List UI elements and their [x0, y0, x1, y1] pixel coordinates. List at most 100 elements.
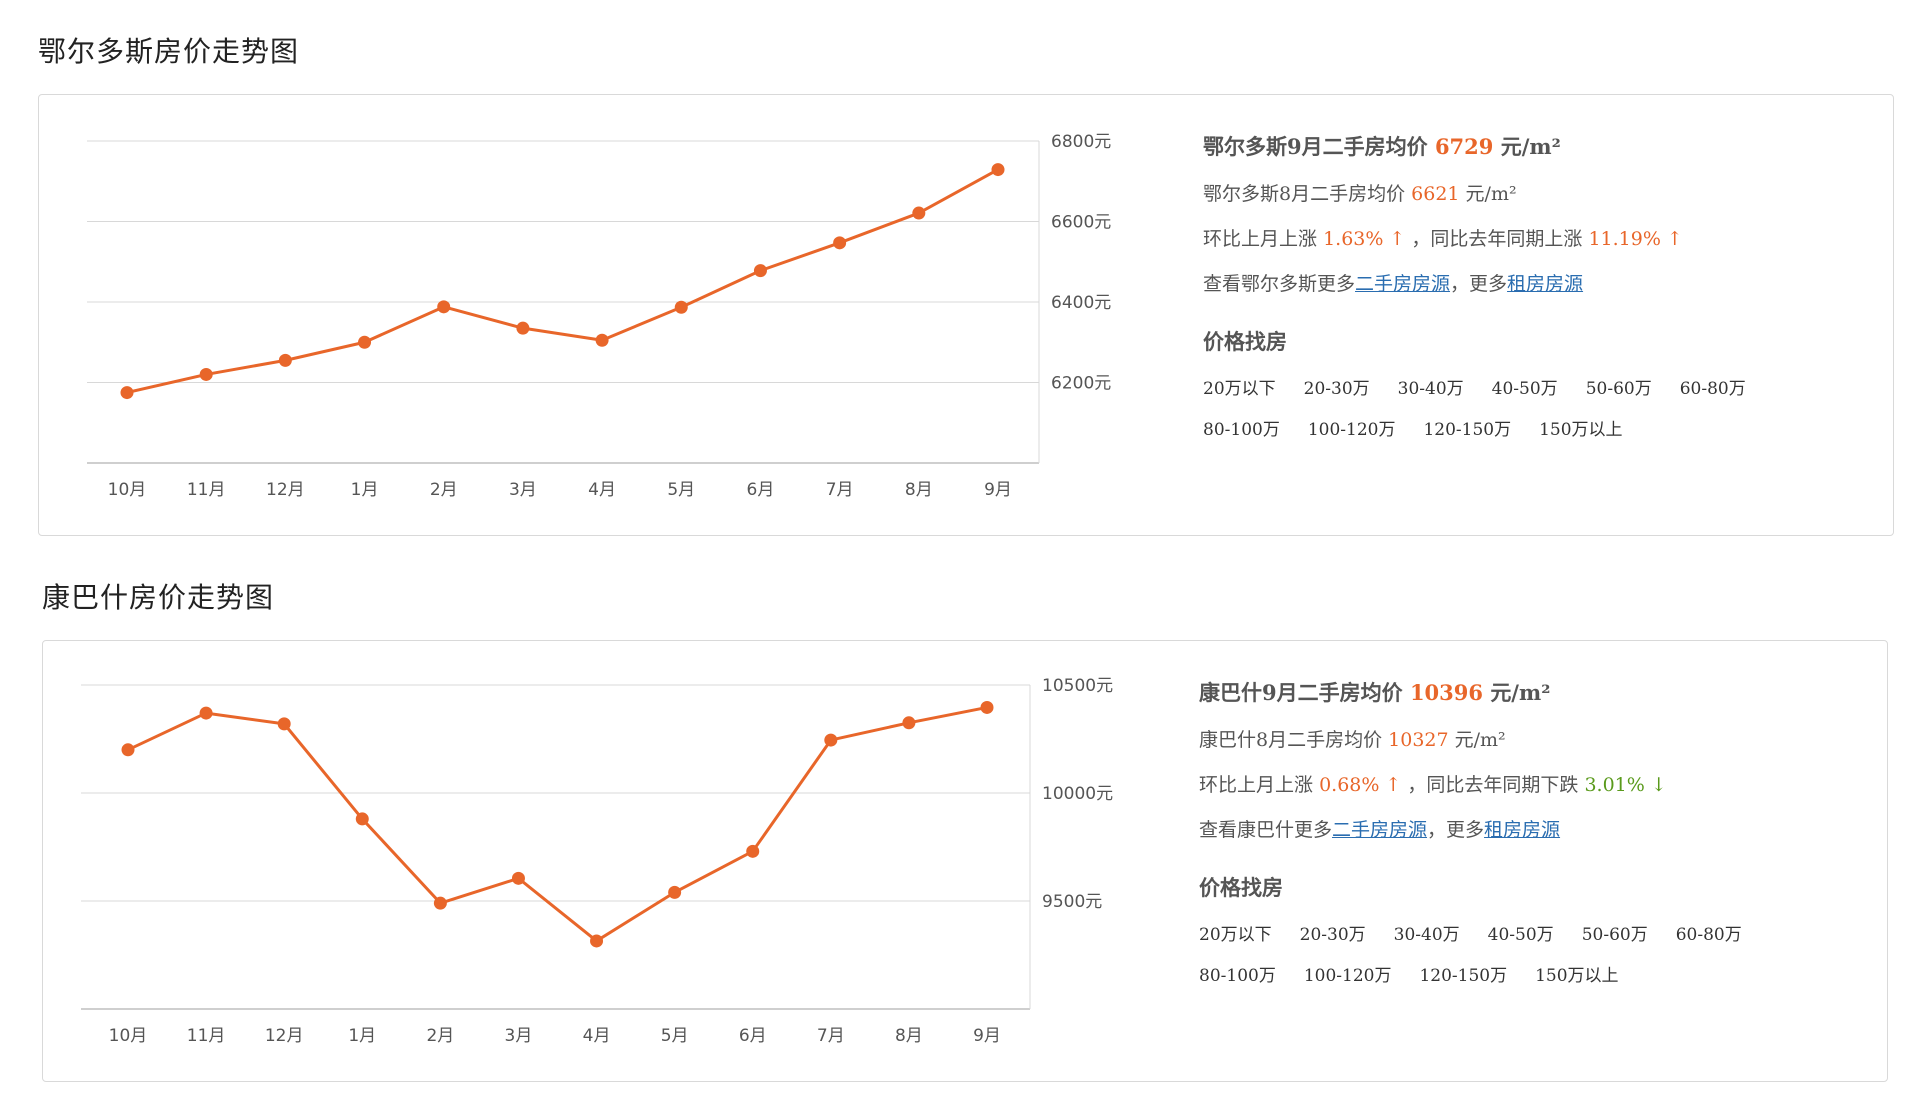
data-point [120, 386, 134, 400]
section-title-kangbashi: 康巴什房价走势图 [42, 581, 275, 614]
data-point [902, 716, 916, 730]
more-listings: 查看鄂尔多斯更多二手房房源，更多租房房源 [1203, 269, 1774, 296]
price-info-kangbashi: 康巴什9月二手房均价 10396 元/m² 康巴什8月二手房均价 10327 元… [1199, 677, 1770, 1002]
x-tick-label: 3月 [505, 1026, 533, 1046]
price-range-row: 80-100万 100-120万 120-150万 150万以上 [1203, 415, 1774, 440]
price-range-row: 20万以下 20-30万 30-40万 40-50万 50-60万 60-80万 [1203, 374, 1774, 399]
data-point [358, 335, 372, 349]
price-range-link[interactable]: 30-40万 [1397, 379, 1464, 399]
current-avg-price: 康巴什9月二手房均价 10396 元/m² [1199, 677, 1770, 707]
second-hand-listings-link[interactable]: 二手房房源 [1332, 819, 1428, 841]
data-point [511, 871, 525, 885]
price-range-link[interactable]: 60-80万 [1675, 925, 1742, 945]
more-listings-mid: ，更多 [1427, 819, 1485, 841]
data-point [746, 844, 760, 858]
price-range-link[interactable]: 120-150万 [1423, 420, 1512, 440]
x-tick-label: 6月 [739, 1026, 767, 1046]
previous-avg-price-label: 鄂尔多斯8月二手房均价 [1203, 183, 1406, 205]
current-avg-price: 鄂尔多斯9月二手房均价 6729 元/m² [1203, 131, 1774, 161]
y-tick-label: 6800元 [1051, 132, 1111, 152]
price-range-link[interactable]: 40-50万 [1487, 925, 1554, 945]
x-tick-label: 11月 [187, 480, 226, 500]
x-tick-label: 1月 [348, 1026, 376, 1046]
x-tick-label: 4月 [588, 480, 616, 500]
price-range-row: 80-100万 100-120万 120-150万 150万以上 [1199, 961, 1770, 986]
data-point [433, 896, 447, 910]
data-point [590, 934, 604, 948]
up-arrow-icon: ↑ [1389, 228, 1406, 250]
mom-label: 环比上月上涨 [1203, 228, 1318, 250]
data-point [199, 706, 213, 720]
price-info-ordos: 鄂尔多斯9月二手房均价 6729 元/m² 鄂尔多斯8月二手房均价 6621 元… [1203, 131, 1774, 456]
data-point [753, 264, 767, 278]
price-range-link[interactable]: 20-30万 [1299, 925, 1366, 945]
price-range-link[interactable]: 80-100万 [1199, 966, 1276, 986]
price-trend-chart-ordos: 6200元 6400元 6600元 6800元 10月 11月 12月 1月 2月 3月 4月 5月 6… [87, 132, 1111, 500]
x-tick-label: 3月 [509, 480, 537, 500]
current-avg-price-unit: 元/m² [1490, 680, 1551, 705]
price-range-link[interactable]: 120-150万 [1419, 966, 1508, 986]
y-tick-label: 9500元 [1042, 892, 1102, 912]
section-title-ordos: 鄂尔多斯房价走势图 [38, 35, 300, 68]
rental-listings-link[interactable]: 租房房源 [1507, 273, 1584, 295]
current-avg-price-label: 康巴什9月二手房均价 [1199, 680, 1403, 705]
previous-avg-price-value: 6621 [1411, 183, 1460, 205]
data-point [668, 885, 682, 899]
price-range-link[interactable]: 20万以下 [1199, 925, 1272, 945]
more-listings: 查看康巴什更多二手房房源，更多租房房源 [1199, 815, 1770, 842]
change-summary: 环比上月上涨 1.63% ↑ ，同比去年同期上涨 11.19% ↑ [1203, 224, 1774, 251]
price-range-link[interactable]: 150万以上 [1535, 966, 1619, 986]
price-range-link[interactable]: 40-50万 [1491, 379, 1558, 399]
current-avg-price-value: 10396 [1409, 680, 1483, 705]
more-listings-mid: ，更多 [1450, 273, 1508, 295]
down-arrow-icon: ↓ [1650, 774, 1667, 796]
y-tick-label: 6600元 [1051, 213, 1111, 233]
data-point [912, 206, 926, 220]
price-range-link[interactable]: 20-30万 [1303, 379, 1370, 399]
y-tick-label: 10500元 [1042, 676, 1113, 696]
second-hand-listings-link[interactable]: 二手房房源 [1355, 273, 1451, 295]
x-tick-label: 10月 [109, 1026, 148, 1046]
x-tick-label: 5月 [661, 1026, 689, 1046]
price-trend-chart-kangbashi: 9500元 10000元 10500元 10月 11月 12月 1月 2月 3月 4月 5月 6月 7月… [81, 676, 1113, 1046]
price-range-link[interactable]: 50-60万 [1581, 925, 1648, 945]
rental-listings-link[interactable]: 租房房源 [1484, 819, 1561, 841]
data-point [121, 743, 135, 757]
mom-value: 1.63% [1323, 228, 1384, 250]
data-point [278, 353, 292, 367]
current-avg-price-value: 6729 [1434, 134, 1494, 159]
data-point [516, 321, 530, 335]
y-tick-label: 6400元 [1051, 293, 1111, 313]
price-trend-panel-ordos: 6200元 6400元 6600元 6800元 10月 11月 12月 1月 2月 3月 4月 5月 6… [38, 94, 1894, 536]
price-range-row: 20万以下 20-30万 30-40万 40-50万 50-60万 60-80万 [1199, 920, 1770, 945]
data-point [199, 367, 213, 381]
price-search-heading: 价格找房 [1199, 875, 1283, 900]
yoy-label: ，同比去年同期上涨 [1411, 228, 1583, 250]
previous-avg-price-unit: 元/m² [1465, 183, 1517, 205]
previous-avg-price-label: 康巴什8月二手房均价 [1199, 729, 1383, 751]
price-range-link[interactable]: 100-120万 [1303, 966, 1392, 986]
price-range-link[interactable]: 60-80万 [1679, 379, 1746, 399]
x-tick-label: 2月 [430, 480, 458, 500]
data-point [824, 733, 838, 747]
price-range-link[interactable]: 150万以上 [1539, 420, 1623, 440]
x-tick-label: 11月 [187, 1026, 226, 1046]
x-tick-label: 12月 [266, 480, 305, 500]
yoy-value: 3.01% [1584, 774, 1645, 796]
price-range-link[interactable]: 30-40万 [1393, 925, 1460, 945]
series-line [127, 705, 988, 943]
x-tick-label: 7月 [826, 480, 854, 500]
up-arrow-icon: ↑ [1666, 228, 1683, 250]
x-tick-label: 8月 [905, 480, 933, 500]
data-point [595, 333, 609, 347]
x-tick-label: 1月 [351, 480, 379, 500]
series-line [126, 168, 999, 395]
price-range-link[interactable]: 80-100万 [1203, 420, 1280, 440]
price-range-link[interactable]: 20万以下 [1203, 379, 1276, 399]
previous-avg-price: 康巴什8月二手房均价 10327 元/m² [1199, 725, 1770, 752]
current-avg-price-unit: 元/m² [1500, 134, 1561, 159]
price-range-link[interactable]: 100-120万 [1307, 420, 1396, 440]
data-point [991, 163, 1005, 177]
x-tick-label: 4月 [583, 1026, 611, 1046]
price-range-link[interactable]: 50-60万 [1585, 379, 1652, 399]
